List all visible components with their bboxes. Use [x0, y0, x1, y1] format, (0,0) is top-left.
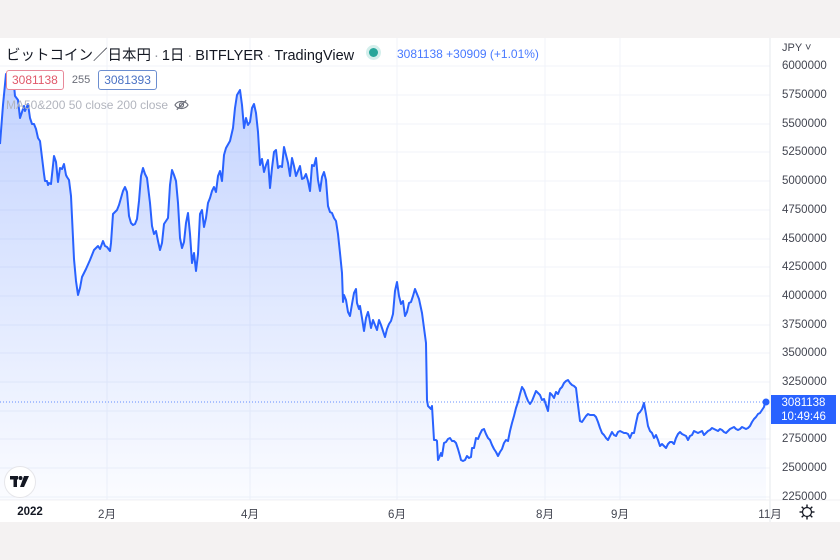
time-axis[interactable]: 2022 2月 4月 6月 8月 9月 11月: [0, 500, 782, 522]
sell-button[interactable]: 3081138: [6, 70, 64, 90]
x-tick: 4月: [241, 509, 259, 521]
y-tick: 3250000: [782, 376, 827, 388]
y-tick: 4500000: [782, 233, 827, 245]
price-chart[interactable]: [0, 38, 840, 522]
bar-countdown: 10:49:46: [781, 411, 826, 423]
y-tick: 5500000: [782, 118, 827, 130]
y-tick: 6000000: [782, 60, 827, 72]
spread-value: 255: [71, 74, 91, 86]
settings-gear-icon[interactable]: [799, 504, 815, 520]
y-tick: 4000000: [782, 290, 827, 302]
y-tick: 4250000: [782, 261, 827, 273]
chart-widget[interactable]: ビットコイン／日本円 · 1日 · BITFLYER · TradingView 30811…: [0, 38, 840, 522]
x-tick: 2022: [17, 506, 43, 518]
indicator-label: MA50&200 50 close 200 close: [6, 98, 169, 112]
tradingview-logo[interactable]: [4, 466, 36, 498]
price-change-pct: (+1.01%): [489, 47, 539, 61]
chart-title: ビットコイン／日本円 · 1日 · BITFLYER · TradingView: [6, 48, 355, 64]
symbol-name[interactable]: ビットコイン／日本円: [6, 48, 151, 64]
quote-summary: 3081138 +30909 (+1.01%): [397, 47, 539, 61]
x-tick: 6月: [388, 509, 406, 521]
tradingview-logo-icon: [10, 476, 29, 487]
y-tick: 2750000: [782, 433, 827, 445]
x-tick: 11月: [758, 509, 782, 521]
y-tick: 5750000: [782, 89, 827, 101]
x-tick: 2月: [98, 509, 116, 521]
last-price-tag: 3081138 10:49:46: [771, 395, 836, 424]
y-tick: 2250000: [782, 491, 827, 503]
x-tick: 8月: [536, 509, 554, 521]
last-price: 3081138: [397, 47, 443, 61]
buy-button[interactable]: 3081393: [98, 70, 157, 90]
exchange-label: BITFLYER: [195, 48, 264, 64]
eye-hidden-icon[interactable]: [174, 99, 189, 111]
price-change: +30909: [446, 47, 487, 61]
y-tick: 3500000: [782, 347, 827, 359]
indicator-legend[interactable]: MA50&200 50 close 200 close: [6, 98, 189, 112]
y-tick: 2500000: [782, 462, 827, 474]
market-status-icon: [369, 48, 378, 57]
last-price-tag-value: 3081138: [781, 397, 826, 409]
y-tick: 3750000: [782, 319, 827, 331]
y-tick: 5250000: [782, 146, 827, 158]
bid-ask-panel: 3081138 255 3081393: [6, 70, 157, 90]
price-area: [0, 74, 766, 500]
y-tick: 4750000: [782, 204, 827, 216]
y-tick: 5000000: [782, 175, 827, 187]
x-tick: 9月: [611, 509, 629, 521]
price-line: [0, 73, 766, 462]
provider-label: TradingView: [274, 48, 355, 64]
last-price-dot: [762, 398, 770, 406]
interval-label[interactable]: 1日: [161, 48, 185, 64]
currency-selector[interactable]: JPY ˅: [782, 42, 812, 54]
